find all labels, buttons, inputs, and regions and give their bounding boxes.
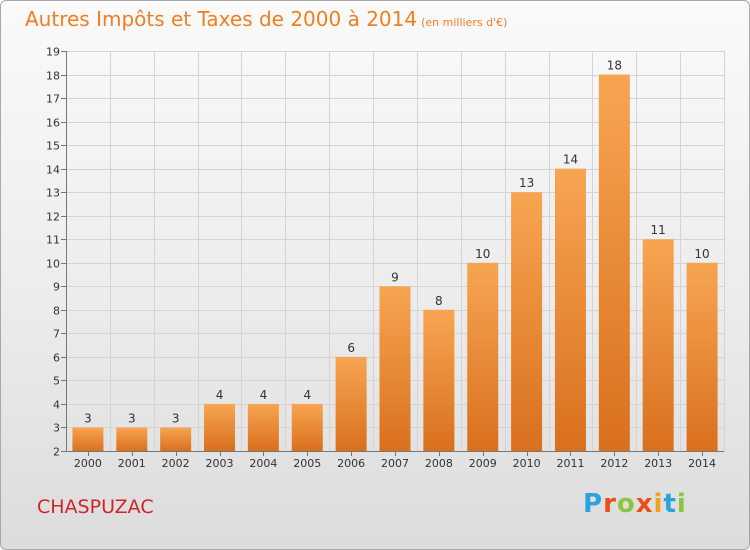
y-tick-label: 12 bbox=[46, 211, 60, 224]
x-tick-label: 2005 bbox=[293, 457, 321, 470]
bar-value-label: 4 bbox=[216, 388, 224, 402]
x-tick-label: 2004 bbox=[249, 457, 277, 470]
logo-letter: i bbox=[653, 489, 664, 519]
y-tick-label: 10 bbox=[46, 258, 60, 271]
bar bbox=[554, 168, 586, 451]
bar-chart: 2 3 4 5 6 7 8 9 10 11 12 13 14 15 16 17 18 19 3 2000 3 2001 3 2… bbox=[46, 46, 725, 471]
y-tick-label: 2 bbox=[53, 446, 60, 459]
bar-value-label: 4 bbox=[260, 388, 268, 402]
bar-value-label: 11 bbox=[651, 223, 666, 237]
y-tick-label: 3 bbox=[53, 422, 60, 435]
y-tick-label: 15 bbox=[46, 140, 60, 153]
y-tick-label: 7 bbox=[53, 328, 60, 341]
chart-subtitle: (en milliers d'€) bbox=[421, 16, 508, 29]
bar bbox=[291, 403, 323, 451]
bar-value-label: 10 bbox=[475, 247, 490, 261]
bar bbox=[204, 403, 236, 451]
y-tick-label: 19 bbox=[46, 46, 60, 59]
bar-value-label: 14 bbox=[563, 153, 578, 167]
y-tick-label: 13 bbox=[46, 187, 60, 200]
bar bbox=[598, 74, 630, 451]
y-tick-label: 6 bbox=[53, 352, 60, 365]
logo-letter: r bbox=[603, 489, 617, 519]
bar-value-label: 4 bbox=[303, 388, 311, 402]
axes bbox=[61, 51, 724, 456]
commune-name: CHASPUZAC bbox=[37, 496, 154, 518]
bar-value-label: 3 bbox=[172, 411, 180, 425]
bar bbox=[511, 192, 543, 452]
x-tick-label: 2003 bbox=[206, 457, 234, 470]
bar bbox=[642, 239, 674, 451]
bar-value-label: 3 bbox=[128, 411, 136, 425]
bar bbox=[379, 286, 411, 451]
x-tick-label: 2002 bbox=[162, 457, 190, 470]
y-tick-label: 18 bbox=[46, 70, 60, 83]
bar bbox=[72, 427, 104, 451]
x-tick-label: 2001 bbox=[118, 457, 146, 470]
y-tick-label: 5 bbox=[53, 375, 60, 388]
y-tick-label: 8 bbox=[53, 305, 60, 318]
y-tick-label: 11 bbox=[46, 234, 60, 247]
bar bbox=[160, 427, 192, 451]
logo-letter: P bbox=[583, 489, 604, 519]
y-tick-label: 14 bbox=[46, 164, 60, 177]
labels: 2 3 4 5 6 7 8 9 10 11 12 13 14 15 16 17 18 19 3 2000 3 2001 3 2… bbox=[46, 46, 716, 471]
x-tick-label: 2000 bbox=[74, 457, 102, 470]
bar-value-label: 8 bbox=[435, 294, 443, 308]
bar bbox=[247, 403, 279, 451]
bar-value-label: 13 bbox=[519, 176, 534, 190]
chart-title-text: Autres Impôts et Taxes de 2000 à 2014 bbox=[25, 7, 418, 31]
logo-letter: i bbox=[676, 489, 687, 519]
bar-value-label: 9 bbox=[391, 270, 399, 284]
chart-title: Autres Impôts et Taxes de 2000 à 2014 (en… bbox=[25, 7, 507, 31]
logo-letter: x bbox=[635, 489, 654, 519]
bar bbox=[467, 262, 499, 451]
x-tick-label: 2009 bbox=[469, 457, 497, 470]
bars bbox=[72, 74, 718, 452]
bar-value-label: 6 bbox=[347, 341, 355, 355]
bar bbox=[423, 309, 455, 451]
proxiti-logo: Proxiti bbox=[583, 489, 687, 519]
y-tick-label: 4 bbox=[53, 399, 60, 412]
bar-value-label: 18 bbox=[607, 59, 622, 73]
y-tick-label: 9 bbox=[53, 281, 60, 294]
x-tick-label: 2012 bbox=[600, 457, 628, 470]
bar-value-label: 3 bbox=[84, 411, 92, 425]
x-tick-label: 2010 bbox=[513, 457, 541, 470]
x-tick-label: 2013 bbox=[644, 457, 672, 470]
y-tick-label: 16 bbox=[46, 117, 60, 130]
x-tick-label: 2011 bbox=[556, 457, 584, 470]
x-tick-label: 2008 bbox=[425, 457, 453, 470]
bar bbox=[116, 427, 148, 451]
bar bbox=[335, 356, 367, 451]
bar-value-label: 10 bbox=[694, 247, 709, 261]
x-tick-label: 2006 bbox=[337, 457, 365, 470]
logo-letter: t bbox=[663, 489, 677, 519]
bar bbox=[686, 262, 718, 451]
logo-letter: o bbox=[616, 489, 636, 519]
x-tick-label: 2007 bbox=[381, 457, 409, 470]
x-tick-label: 2014 bbox=[688, 457, 716, 470]
y-tick-label: 17 bbox=[46, 93, 60, 106]
